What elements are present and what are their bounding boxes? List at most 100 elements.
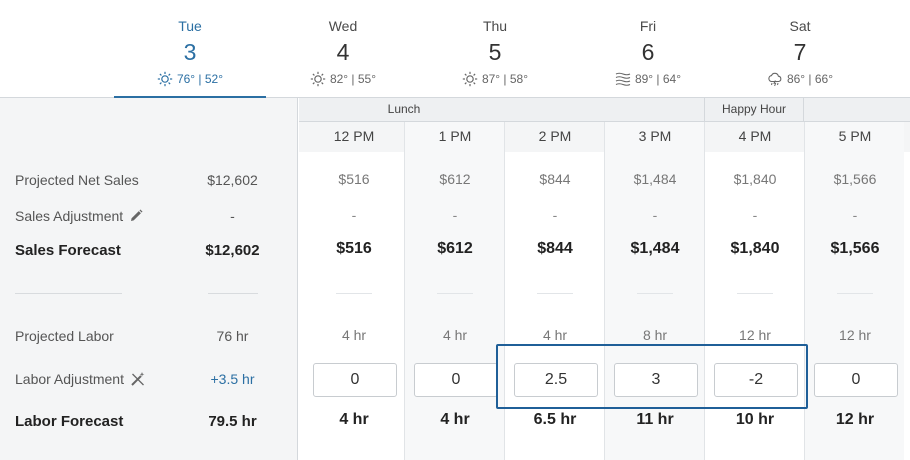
sales-forecast-cell: $1,484 bbox=[630, 240, 680, 257]
labor-adjustment-label: Labor Adjustment bbox=[15, 371, 124, 387]
divider bbox=[15, 293, 122, 294]
weather-temps: 87° | 58° bbox=[481, 72, 529, 86]
day-tab-wed[interactable]: Wed 4 82° | 55° bbox=[267, 0, 419, 98]
total-sales-adjustment: - bbox=[230, 208, 235, 224]
row-labels-panel: Projected Net Sales $12,602 Sales Adjust… bbox=[0, 98, 298, 460]
row-label-sales-adjustment: Sales Adjustment bbox=[15, 208, 143, 224]
hour-column: 4 PM $1,840 - $1,840 12 hr 10 hr bbox=[704, 122, 804, 460]
daypart-happy-hour: Happy Hour bbox=[704, 98, 804, 122]
projected-net-sales-cell: $612 bbox=[439, 171, 471, 187]
labor-forecast-cell: 10 hr bbox=[735, 411, 775, 428]
weather-temps: 89° | 64° bbox=[634, 72, 682, 86]
day-weather: 86° | 66° bbox=[724, 71, 876, 87]
hour-column: 3 PM $1,484 - $1,484 8 hr 11 hr bbox=[604, 122, 704, 460]
sales-adjustment-cell[interactable]: - bbox=[652, 207, 658, 223]
sales-adjustment-cell[interactable]: - bbox=[852, 207, 858, 223]
labor-forecast-cell: 6.5 hr bbox=[533, 411, 577, 428]
sales-adjustment-cell[interactable]: - bbox=[752, 207, 758, 223]
projected-labor-cell: 4 hr bbox=[442, 327, 468, 343]
projected-net-sales-cell: $1,840 bbox=[733, 171, 777, 187]
total-labor-adjustment: +3.5 hr bbox=[210, 371, 255, 387]
projected-labor-cell: 4 hr bbox=[341, 327, 367, 343]
day-number: 4 bbox=[336, 39, 350, 65]
labor-forecast-cell: 4 hr bbox=[440, 411, 470, 428]
sales-forecast-cell: $1,840 bbox=[730, 240, 780, 257]
labor-adjustment-input[interactable] bbox=[714, 363, 798, 397]
daypart-band bbox=[299, 98, 910, 122]
day-name: Thu bbox=[482, 18, 508, 34]
day-number: 7 bbox=[793, 39, 807, 65]
hour-label: 4 PM bbox=[738, 128, 772, 144]
day-name: Fri bbox=[639, 18, 657, 34]
storm-cloud-icon bbox=[768, 72, 782, 87]
row-label-projected-net-sales: Projected Net Sales bbox=[15, 172, 139, 188]
day-weather: 87° | 58° bbox=[419, 71, 571, 87]
sun-icon bbox=[157, 71, 173, 87]
labor-adjustment-input[interactable] bbox=[814, 363, 898, 397]
sales-adjustment-cell[interactable]: - bbox=[552, 207, 558, 223]
sales-adjustment-cell[interactable]: - bbox=[452, 207, 458, 223]
labor-adjustment-input[interactable] bbox=[414, 363, 498, 397]
day-name: Sat bbox=[789, 18, 811, 34]
projected-labor-cell: 4 hr bbox=[542, 327, 568, 343]
divider bbox=[437, 293, 473, 294]
hour-label: 1 PM bbox=[438, 128, 472, 144]
day-number: 3 bbox=[183, 39, 197, 65]
day-tab-thu[interactable]: Thu 5 87° | 58° bbox=[419, 0, 571, 98]
sales-forecast-cell: $516 bbox=[336, 240, 372, 257]
day-weather: 82° | 55° bbox=[267, 71, 419, 87]
projected-net-sales-cell: $844 bbox=[539, 171, 571, 187]
day-weather: 76° | 52° bbox=[114, 71, 266, 87]
labor-adjustment-input[interactable] bbox=[614, 363, 698, 397]
projected-labor-cell: 12 hr bbox=[739, 327, 771, 343]
sales-forecast-cell: $844 bbox=[537, 240, 573, 257]
row-label-labor-forecast: Labor Forecast bbox=[15, 413, 124, 430]
day-tab-tue[interactable]: Tue 3 76° | 52° bbox=[114, 0, 266, 98]
hour-label: 2 PM bbox=[538, 128, 572, 144]
divider bbox=[336, 293, 372, 294]
day-weather: 89° | 64° bbox=[572, 71, 724, 87]
divider bbox=[537, 293, 573, 294]
labor-forecast-cell: 4 hr bbox=[339, 411, 369, 428]
projected-net-sales-cell: $1,484 bbox=[633, 171, 677, 187]
hour-column: 5 PM $1,566 - $1,566 12 hr 12 hr bbox=[804, 122, 904, 460]
projected-labor-cell: 12 hr bbox=[839, 327, 871, 343]
sun-icon bbox=[310, 71, 326, 87]
sales-adjustment-cell[interactable]: - bbox=[351, 207, 357, 223]
haze-icon bbox=[615, 72, 631, 86]
pencil-icon[interactable] bbox=[129, 209, 143, 223]
labor-forecast-cell: 11 hr bbox=[636, 411, 674, 428]
total-sales-forecast: $12,602 bbox=[205, 242, 260, 259]
day-number: 5 bbox=[488, 39, 502, 65]
day-tabs: Tue 3 76° | 52° Wed 4 82° | 55° Thu 5 87… bbox=[0, 0, 910, 98]
projected-labor-cell: 8 hr bbox=[642, 327, 668, 343]
day-tab-sat[interactable]: Sat 7 86° | 66° bbox=[724, 0, 876, 98]
total-projected-net-sales: $12,602 bbox=[207, 172, 258, 188]
day-tab-fri[interactable]: Fri 6 89° | 64° bbox=[572, 0, 724, 98]
divider bbox=[637, 293, 673, 294]
row-label-projected-labor: Projected Labor bbox=[15, 328, 114, 344]
hour-label: 5 PM bbox=[838, 128, 872, 144]
labor-adjustment-input[interactable] bbox=[514, 363, 598, 397]
hourly-grid: Lunch Happy Hour 12 PM $516 - $516 4 hr … bbox=[299, 98, 910, 460]
row-label-labor-adjustment: Labor Adjustment bbox=[15, 371, 146, 387]
magic-wand-icon[interactable] bbox=[130, 371, 146, 387]
labor-forecast-cell: 12 hr bbox=[835, 411, 875, 428]
total-labor-forecast: 79.5 hr bbox=[208, 413, 257, 430]
day-name: Wed bbox=[328, 18, 358, 34]
hour-column: 12 PM $516 - $516 4 hr 4 hr bbox=[304, 122, 404, 460]
weather-temps: 82° | 55° bbox=[329, 72, 377, 86]
divider bbox=[837, 293, 873, 294]
labor-adjustment-input[interactable] bbox=[313, 363, 397, 397]
sun-icon bbox=[462, 71, 478, 87]
hour-label: 3 PM bbox=[638, 128, 672, 144]
sales-forecast-cell: $612 bbox=[437, 240, 473, 257]
divider bbox=[737, 293, 773, 294]
divider bbox=[208, 293, 258, 294]
day-name: Tue bbox=[178, 18, 202, 34]
total-projected-labor: 76 hr bbox=[216, 328, 249, 344]
hour-column: 2 PM $844 - $844 4 hr 6.5 hr bbox=[504, 122, 604, 460]
daypart-lunch: Lunch bbox=[387, 102, 421, 116]
sales-adjustment-label: Sales Adjustment bbox=[15, 208, 124, 224]
projected-net-sales-cell: $516 bbox=[338, 171, 370, 187]
